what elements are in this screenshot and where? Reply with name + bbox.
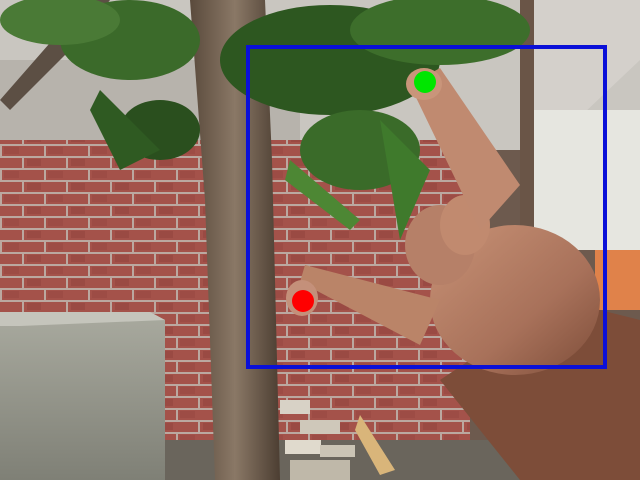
detection-box xyxy=(246,45,607,369)
hand xyxy=(286,68,640,480)
sky-patch xyxy=(520,110,640,250)
tree-trunk xyxy=(190,0,280,480)
concrete-tank-rim xyxy=(0,312,165,326)
brick-rubble xyxy=(280,400,395,480)
index-fingertip-marker xyxy=(414,71,436,93)
concrete-tank xyxy=(0,312,165,480)
orange-tarp xyxy=(595,250,640,310)
thumb-tip-marker xyxy=(292,290,314,312)
